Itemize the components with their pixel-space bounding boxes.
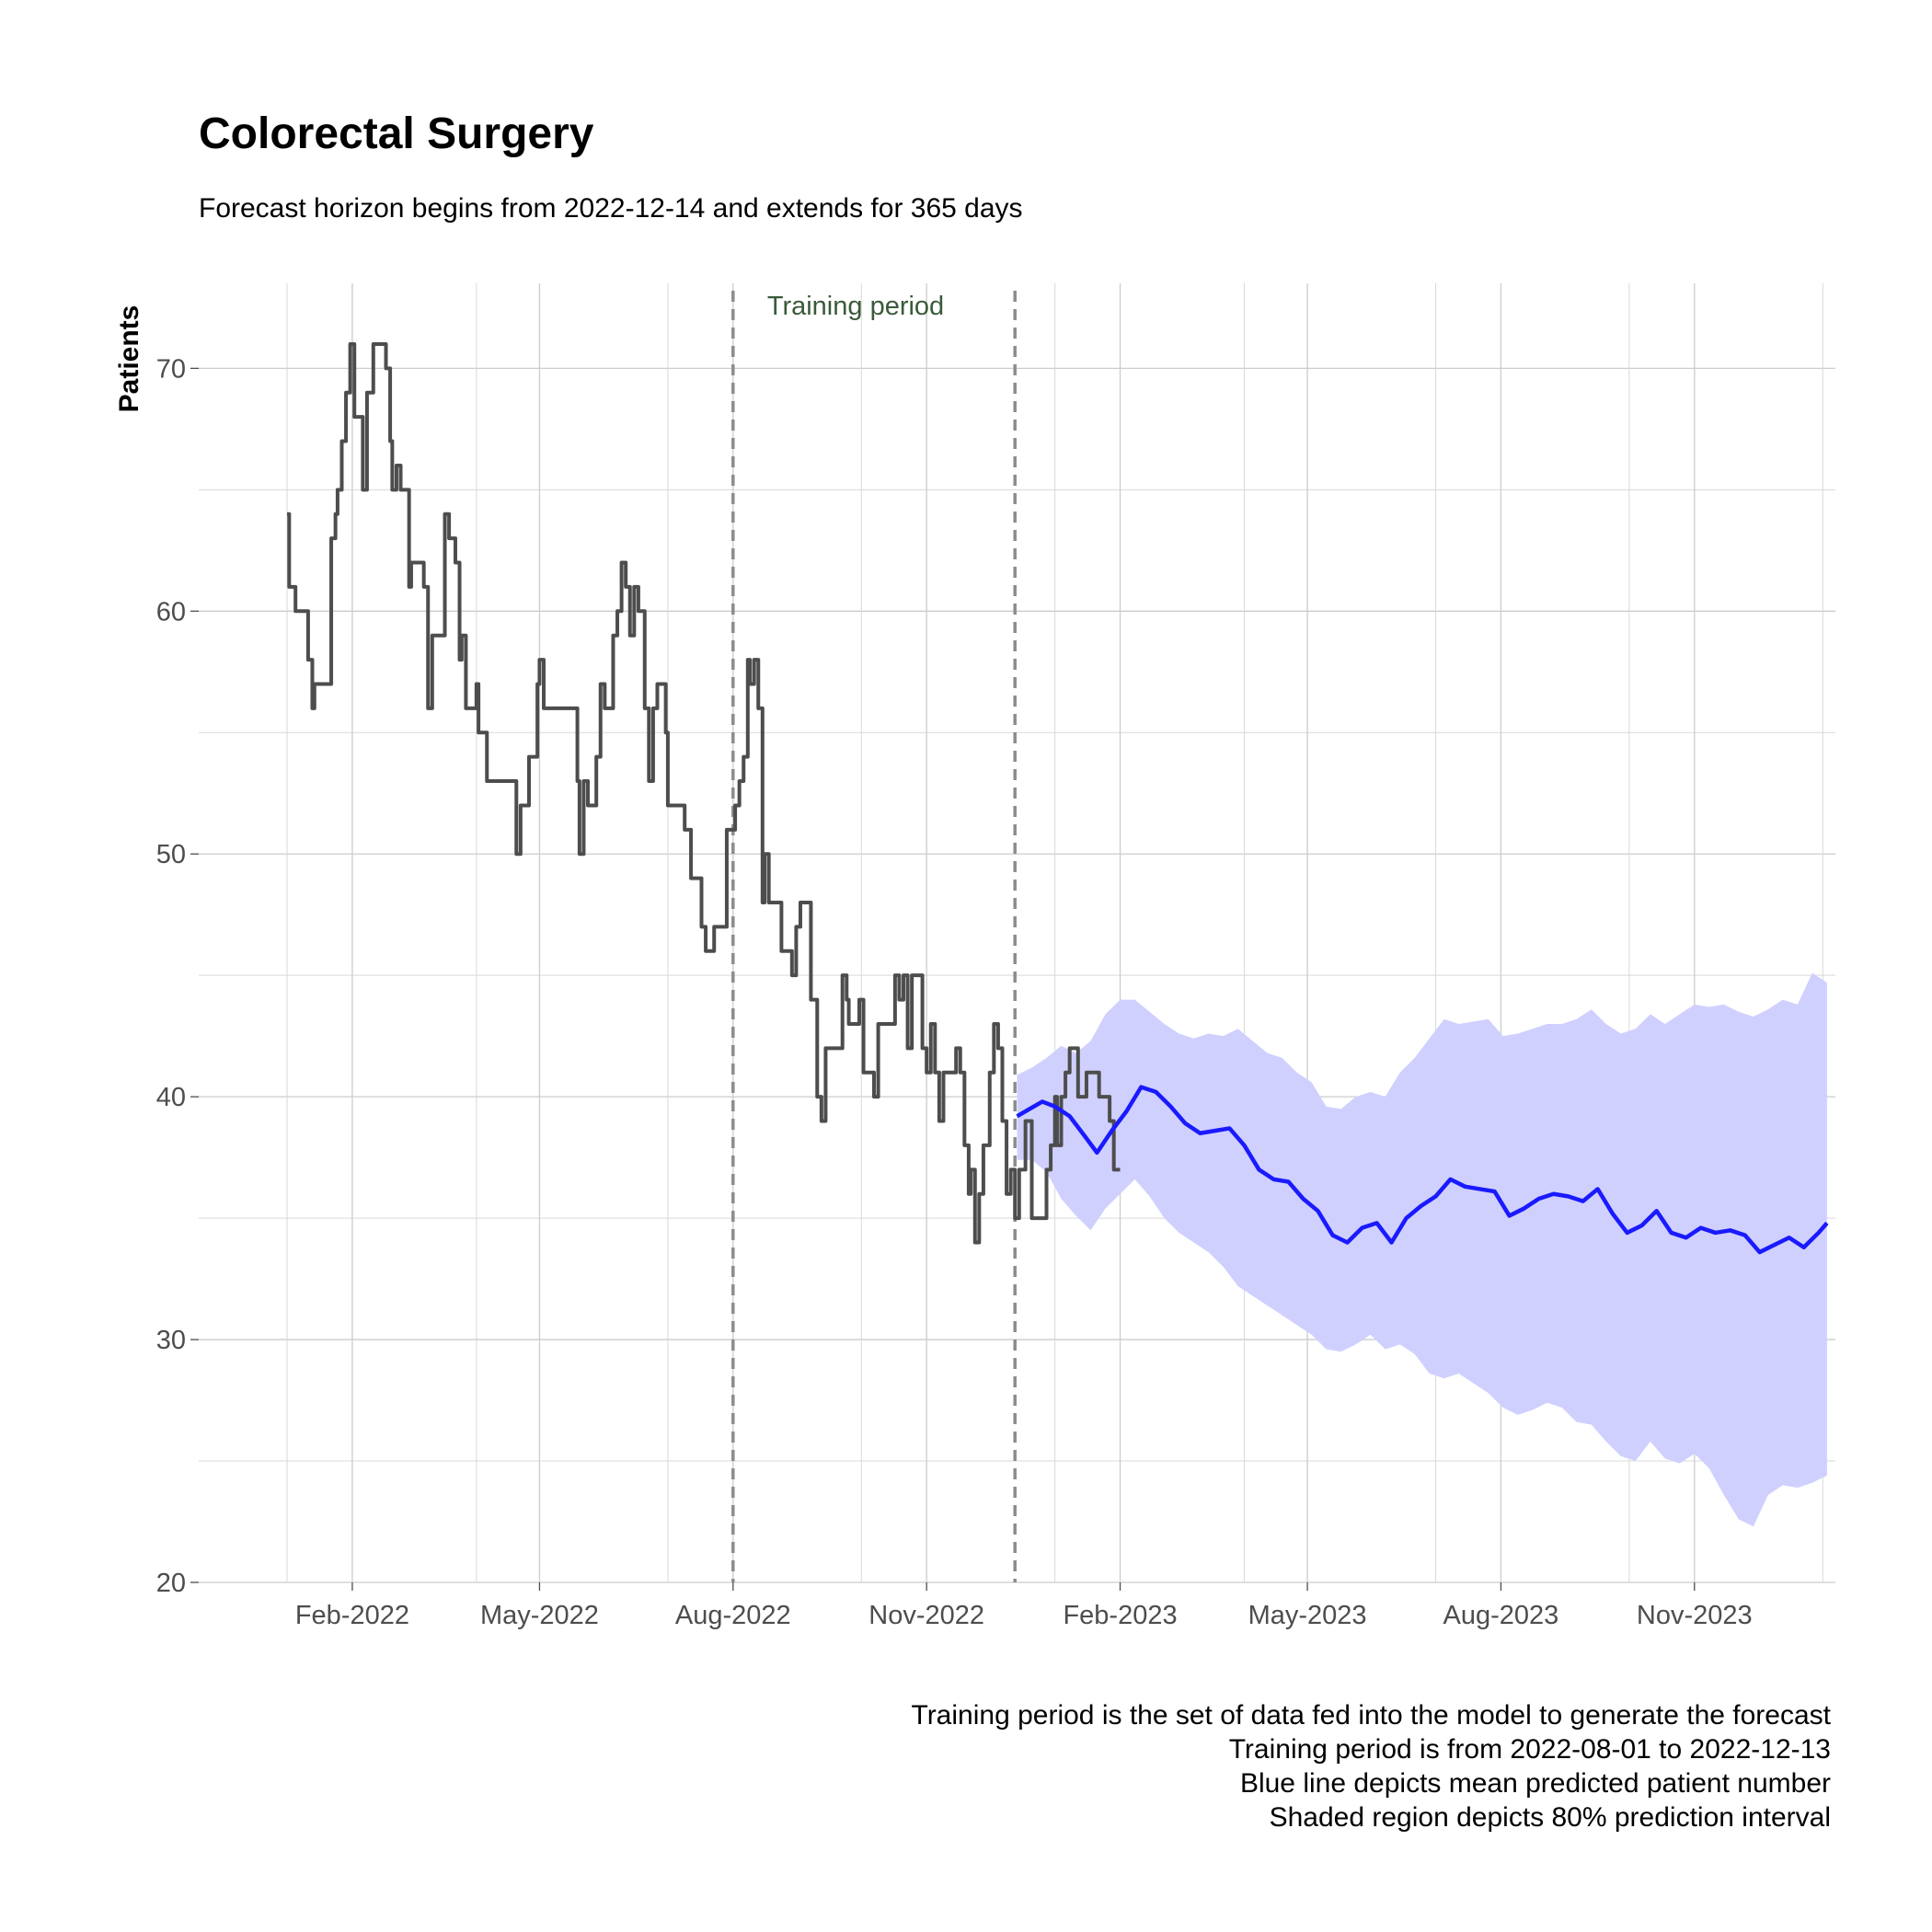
y-axis-label: Patients [114, 305, 144, 413]
y-tick-label: 70 [156, 354, 186, 384]
chart-title: Colorectal Surgery [199, 109, 594, 158]
x-tick-label: May-2022 [480, 1601, 599, 1630]
caption-line: Training period is from 2022-08-01 to 20… [1228, 1734, 1831, 1765]
observed-series-line [287, 341, 1121, 1245]
series-lines [287, 341, 1829, 1255]
x-tick-label: Feb-2022 [295, 1601, 409, 1630]
caption-line: Training period is the set of data fed i… [911, 1700, 1831, 1731]
prediction-interval-layer [1017, 972, 1827, 1527]
caption-line: Shaded region depicts 80% prediction int… [1269, 1802, 1831, 1833]
x-tick-label: Nov-2022 [868, 1601, 984, 1630]
chart-caption: Training period is the set of data fed i… [911, 1698, 1831, 1834]
y-tick-label: 50 [156, 840, 186, 869]
training-period-markers [731, 291, 1017, 1582]
x-tick-label: Aug-2022 [675, 1601, 791, 1630]
y-tick-label: 20 [156, 1569, 186, 1598]
x-tick-label: May-2023 [1248, 1601, 1367, 1630]
x-tick-label: Aug-2023 [1443, 1601, 1559, 1630]
caption-line: Blue line depicts mean predicted patient… [1239, 1768, 1831, 1799]
axis-ticks: 20 30 40 50 60 70 Feb-2022 May-2022 Aug-2022 Nov-… [156, 354, 1753, 1630]
y-tick-label: 30 [156, 1326, 186, 1355]
forecast-mean-line [1016, 1085, 1829, 1255]
x-tick-label: Feb-2023 [1063, 1601, 1177, 1630]
prediction-interval-band [1017, 972, 1827, 1527]
chart-subtitle: Forecast horizon begins from 2022-12-14 … [199, 193, 1023, 224]
y-tick-label: 40 [156, 1083, 186, 1112]
x-tick-label: Nov-2023 [1637, 1601, 1753, 1630]
y-tick-label: 60 [156, 597, 186, 627]
training-period-label: Training period [767, 292, 944, 321]
